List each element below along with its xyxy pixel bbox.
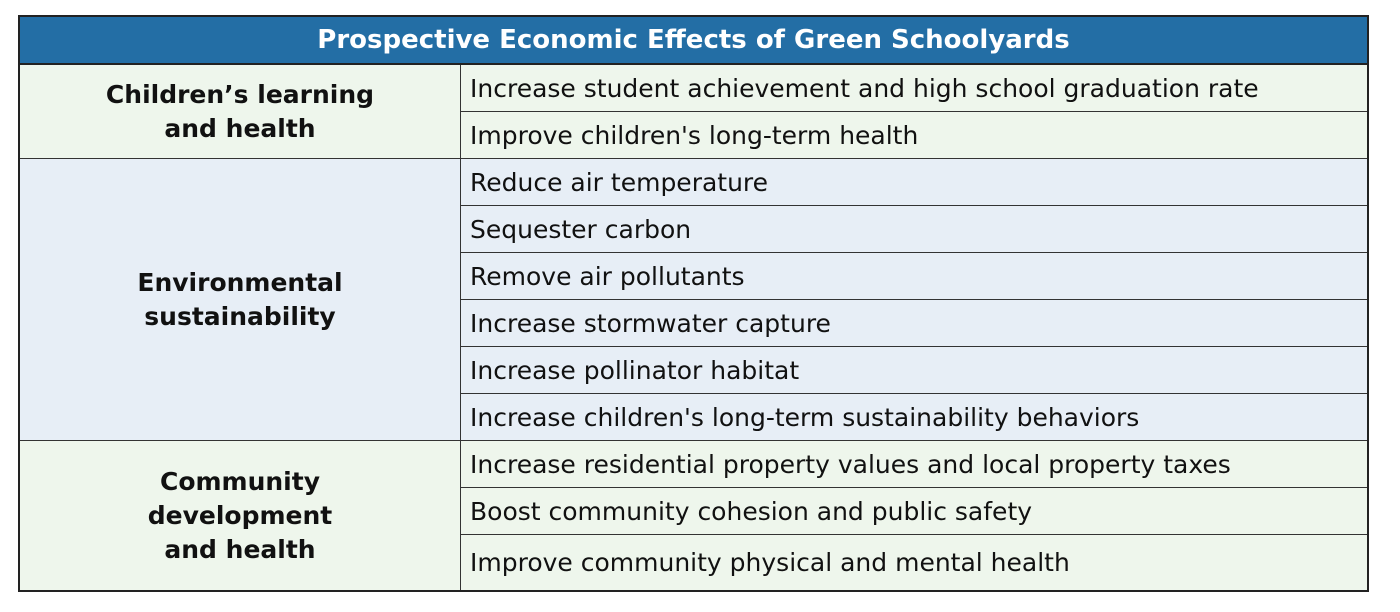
effect-cell: Sequester carbon <box>460 205 1369 253</box>
category-line: development <box>147 500 333 530</box>
effect-cell: Increase pollinator habitat <box>460 346 1369 394</box>
category-line: Children’s learning <box>105 79 375 109</box>
effect-cell: Increase residential property values and… <box>460 440 1369 488</box>
effect-cell: Increase children's long-term sustainabi… <box>460 393 1369 441</box>
effect-cell: Improve children's long-term health <box>460 111 1369 159</box>
effect-cell: Improve community physical and mental he… <box>460 534 1369 592</box>
effect-cell: Increase student achievement and high sc… <box>460 63 1369 112</box>
category-line: Community <box>159 466 321 496</box>
category-environment: Environmental sustainability <box>18 158 461 441</box>
category-children: Children’s learning and health <box>18 63 461 159</box>
category-line: and health <box>164 534 316 564</box>
effect-cell: Reduce air temperature <box>460 158 1369 206</box>
effects-table: Prospective Economic Effects of Green Sc… <box>18 15 1369 592</box>
category-line: Environmental <box>137 267 343 297</box>
effect-cell: Remove air pollutants <box>460 252 1369 300</box>
category-line: and health <box>164 113 316 143</box>
effect-cell: Increase stormwater capture <box>460 299 1369 347</box>
effect-cell: Boost community cohesion and public safe… <box>460 487 1369 535</box>
table-title: Prospective Economic Effects of Green Sc… <box>18 15 1369 65</box>
category-line: sustainability <box>144 301 336 331</box>
category-community: Community development and health <box>18 440 461 592</box>
